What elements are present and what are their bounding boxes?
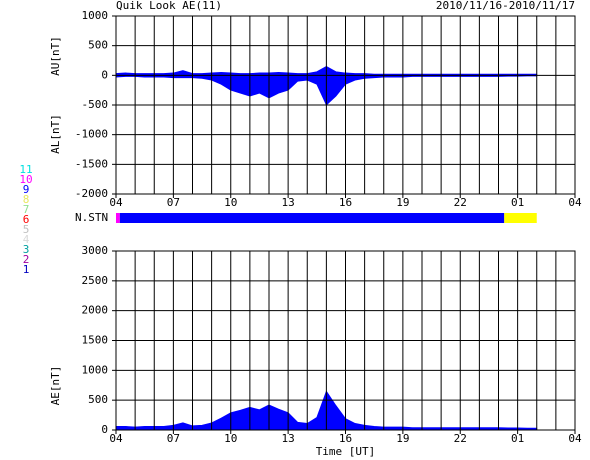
station-legend-label: 9 <box>23 183 30 196</box>
station-legend-label: 4 <box>23 233 30 246</box>
y-tick-label: -2000 <box>75 187 108 200</box>
title: Quik Look AE(11) <box>116 0 222 12</box>
x-tick-label: 13 <box>282 432 295 445</box>
y-tick-label: 0 <box>101 423 108 436</box>
station-legend-label: 1 <box>23 263 30 276</box>
nstn-segment <box>119 213 505 223</box>
y-axis-label: AL[nT] <box>49 114 62 154</box>
y-tick-label: 0 <box>101 68 108 81</box>
y-tick-label: 1000 <box>82 363 109 376</box>
station-legend-label: 8 <box>23 193 30 206</box>
station-legend-label: 10 <box>19 173 32 186</box>
y-tick-label: 2000 <box>82 304 109 317</box>
x-tick-label: 04 <box>568 196 582 209</box>
station-legend-label: 11 <box>19 163 32 176</box>
x-tick-label: 16 <box>339 432 352 445</box>
y-tick-label: 500 <box>88 393 108 406</box>
date-range: 2010/11/16-2010/11/17 <box>436 0 575 12</box>
station-legend-label: 3 <box>23 243 30 256</box>
plot-frame <box>115 15 576 195</box>
nstn-label: N.STN <box>75 211 108 224</box>
y-tick-label: 500 <box>88 39 108 52</box>
x-tick-label: 10 <box>224 432 237 445</box>
x-tick-label: 04 <box>109 432 123 445</box>
x-axis-label: Time [UT] <box>316 445 376 458</box>
x-tick-label: 07 <box>167 196 180 209</box>
y-axis-label: AU[nT] <box>49 36 62 76</box>
y-tick-label: 1000 <box>82 9 109 22</box>
y-tick-label: -500 <box>82 98 109 111</box>
x-tick-label: 07 <box>167 432 180 445</box>
station-legend-label: 7 <box>23 203 30 216</box>
nstn-segment <box>116 213 120 223</box>
y-tick-label: -1000 <box>75 128 108 141</box>
x-tick-label: 01 <box>511 196 524 209</box>
x-tick-label: 19 <box>396 196 409 209</box>
y-tick-label: 1500 <box>82 334 109 347</box>
x-tick-label: 04 <box>109 196 123 209</box>
x-tick-label: 16 <box>339 196 352 209</box>
plot-frame <box>115 250 576 431</box>
y-tick-label: -1500 <box>75 157 108 170</box>
x-tick-label: 13 <box>282 196 295 209</box>
x-tick-label: 22 <box>454 196 467 209</box>
x-tick-label: 01 <box>511 432 524 445</box>
x-tick-label: 19 <box>396 432 409 445</box>
x-tick-label: 22 <box>454 432 467 445</box>
station-legend-label: 2 <box>23 253 30 266</box>
x-tick-label: 10 <box>224 196 237 209</box>
station-legend-label: 6 <box>23 213 30 226</box>
station-legend-label: 5 <box>23 223 30 236</box>
y-axis-label: AE[nT] <box>49 366 62 406</box>
x-tick-label: 04 <box>568 432 582 445</box>
y-tick-label: 2500 <box>82 274 109 287</box>
y-tick-label: 3000 <box>82 244 109 257</box>
nstn-segment <box>504 213 537 223</box>
